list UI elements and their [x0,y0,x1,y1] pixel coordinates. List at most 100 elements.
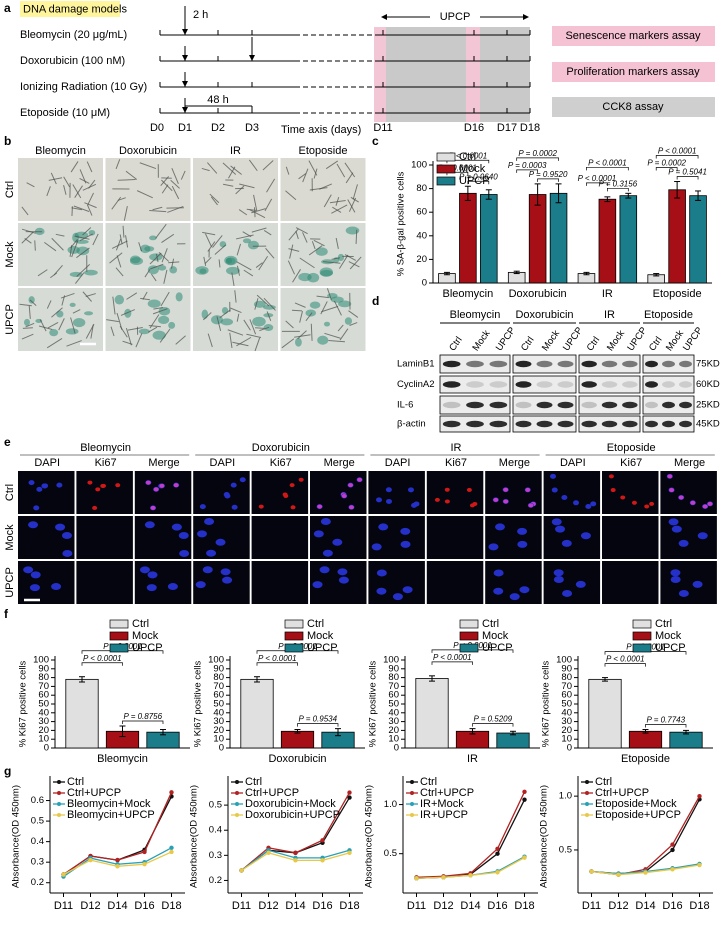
nucleus [493,569,504,577]
x-tick-label: IR [467,753,478,765]
y-axis-label: Absorbance(OD 450nm) [364,785,375,888]
y-tick-label: 30 [38,716,49,727]
nucleus [411,502,418,508]
cell [347,199,356,213]
cell [339,328,349,341]
nucleus [517,527,528,535]
cell [227,329,244,336]
row-label: UPCP [4,567,16,598]
significance-bracket [655,155,699,159]
band [622,360,638,368]
cell [248,159,258,172]
stain [247,240,259,250]
y-tick-label: 80 [561,672,572,683]
cell [292,269,301,283]
data-point [115,864,120,869]
cell [288,248,300,252]
nucleus [220,568,231,576]
fluorescence-image [76,471,133,514]
cell [328,339,345,343]
cell [21,232,34,244]
fluorescence-image [134,471,192,514]
cell [50,272,58,279]
channel-label: Ki67 [620,457,642,469]
p-value: P < 0.0001 [449,151,488,160]
cell [168,261,180,264]
stain [130,257,144,265]
panel-label: f [4,607,9,621]
data-point [495,846,500,851]
cell [255,262,263,268]
cell [120,309,135,316]
stain [295,337,302,347]
stain [147,299,161,308]
nucleus [322,549,333,557]
legend-label: UPCP [459,175,490,187]
y-tick-label: 90 [38,663,49,674]
cell [336,163,346,178]
cell [61,295,66,306]
stain [315,247,328,256]
nucleus [332,538,343,546]
cell [254,337,261,352]
size-label: 60KD [696,379,720,390]
cell [180,170,186,180]
fluorescence-image [543,561,601,604]
ki67-spot [608,474,614,479]
cell [159,328,171,343]
blot [642,375,695,394]
stain [309,301,321,309]
stain [225,266,240,275]
y-tick-label: 100 [383,655,399,666]
nucleus [590,501,597,507]
y-tick-label: 0.3 [31,857,44,868]
fluorescence-image [251,516,309,559]
data-point [169,845,174,850]
nucleus [147,571,158,579]
nucleus [62,549,73,557]
ki67-spot [357,477,363,482]
cell [161,248,168,263]
significance-bracket [676,176,699,180]
data-point [347,790,352,795]
nucleus [561,494,568,500]
cell [265,247,275,259]
cell [86,161,93,173]
ki67-spot [444,499,450,504]
x-tick-label: D16 [662,900,682,912]
y-axis-label: % Ki67 positive cells [541,660,552,747]
nucleus [378,523,389,531]
cell [117,197,126,201]
cell [337,324,344,332]
group-label: Doxorubicin [515,309,573,321]
cell [26,182,35,188]
legend-label: Ctrl [482,618,499,630]
cell [117,178,136,181]
band [662,360,675,368]
data-point [522,789,527,794]
cell [112,296,116,315]
cell [37,269,48,277]
cell [125,327,132,346]
band [489,360,508,368]
row-label: Mock [4,241,16,268]
cell [238,209,248,216]
legend-label: UPCP [132,642,163,654]
nucleus [371,543,382,551]
cell [335,196,340,206]
stain [158,315,170,325]
stain [345,226,360,235]
cell [236,313,240,322]
band [536,381,553,388]
cell [236,265,240,276]
lane-label: Ctrl [647,335,664,353]
cell [319,183,333,190]
cell [150,263,164,270]
cell [51,237,64,251]
nucleus [199,504,206,510]
ki67-spot [667,474,673,479]
ki67-spot [145,480,151,485]
data-point [115,857,120,863]
nucleus [222,576,233,584]
legend-marker [235,780,239,784]
